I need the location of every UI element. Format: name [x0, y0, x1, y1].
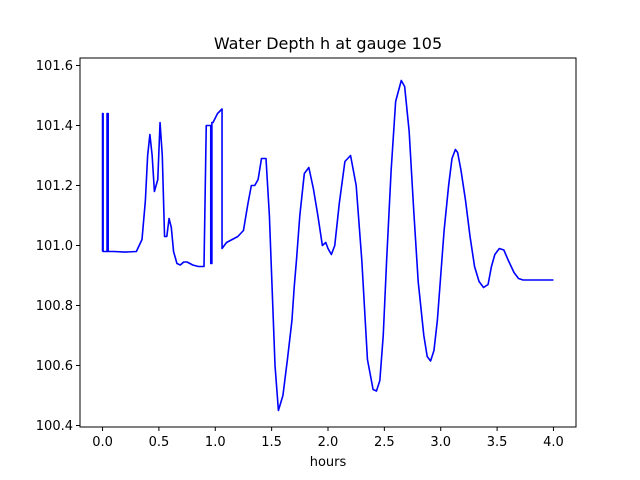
x-tick-label: 3.0 [430, 435, 451, 450]
y-tick-label: 101.0 [36, 239, 73, 254]
y-tick-label: 100.4 [36, 419, 73, 434]
y-tick-label: 101.4 [36, 119, 73, 134]
x-tick-label: 0.5 [149, 435, 170, 450]
x-tick-label: 1.0 [205, 435, 226, 450]
plot-area [101, 79, 554, 412]
x-tick-label: 2.0 [318, 435, 339, 450]
series-line-0 [101, 79, 554, 412]
y-tick-label: 101.6 [36, 59, 73, 74]
y-tick-label: 100.6 [36, 359, 73, 374]
y-axis: 100.4 100.6 100.8 101.0 101.2 101.4 101.6 [36, 59, 80, 434]
x-axis-label: hours [310, 455, 347, 470]
x-tick-label: 3.5 [487, 435, 508, 450]
x-tick-label: 2.5 [374, 435, 395, 450]
chart-title: Water Depth h at gauge 105 [214, 34, 442, 53]
y-tick-label: 100.8 [36, 299, 73, 314]
x-tick-label: 4.0 [543, 435, 564, 450]
x-tick-label: 1.5 [261, 435, 282, 450]
x-tick-label: 0.0 [92, 435, 113, 450]
y-tick-label: 101.2 [36, 179, 73, 194]
x-axis: 0.0 0.5 1.0 1.5 2.0 2.5 3.0 3.5 4.0 [92, 427, 564, 450]
